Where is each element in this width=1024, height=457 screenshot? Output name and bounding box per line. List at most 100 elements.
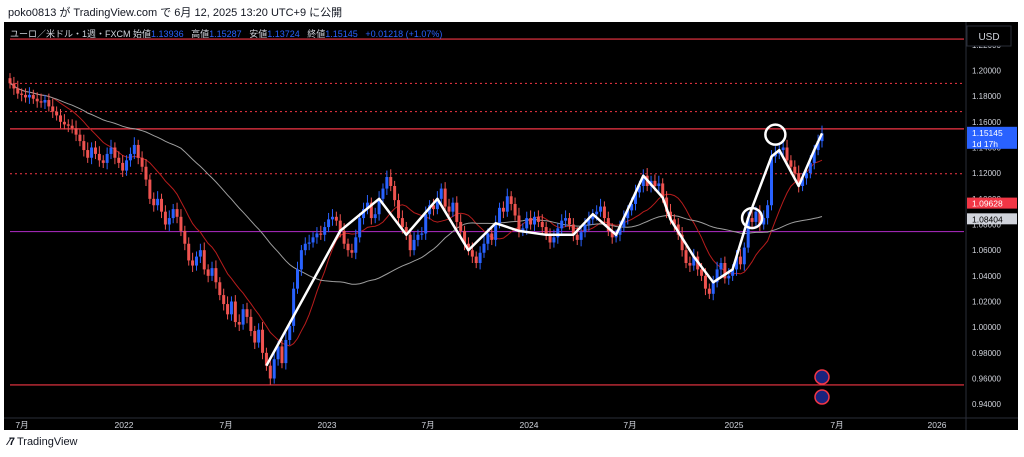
candle-body [327, 219, 331, 228]
y-tick-label: 1.16000 [972, 118, 1001, 127]
candle-body [735, 256, 739, 270]
x-tick-label: 7月 [623, 420, 636, 430]
low-value: 1.13724 [267, 29, 300, 39]
candle-body [762, 218, 766, 225]
candle-body [218, 282, 222, 296]
candle-body [657, 183, 661, 186]
candle-body [482, 243, 486, 253]
candle-body [35, 98, 39, 102]
candle-body [253, 331, 257, 343]
candle-body [385, 177, 389, 189]
candle-body [323, 227, 327, 235]
candle-body [626, 210, 630, 219]
x-tick-label: 2023 [318, 420, 337, 430]
moving-averages [9, 82, 823, 347]
currency-label[interactable]: USD [978, 32, 999, 43]
time-axis[interactable]: 7月 2022 7月 2023 7月 2024 7月 2025 7月 2026 [4, 417, 1018, 430]
chart-area[interactable]: 1.220001.200001.180001.160001.140001.120… [4, 22, 1018, 430]
candle-body [117, 157, 121, 163]
candle-body [416, 234, 420, 240]
candle-body [750, 218, 754, 222]
candle-body [39, 101, 43, 103]
candle-body [249, 316, 253, 332]
price-axis[interactable]: 1.220001.200001.180001.160001.140001.120… [965, 22, 1017, 430]
published-text: poko0813 が TradingView.com で 6月 12, 2025… [8, 7, 343, 19]
candle-body [237, 322, 241, 325]
chart-background [4, 22, 1018, 430]
candle-body [797, 173, 801, 186]
candle-body [544, 227, 548, 235]
candle-body [758, 211, 762, 225]
candle-body [587, 219, 591, 225]
candle-body [540, 221, 544, 228]
candle-body [140, 157, 144, 167]
candle-body [688, 263, 692, 266]
candle-body [801, 178, 805, 186]
candle-body [668, 211, 672, 220]
y-tick-label: 0.94000 [972, 400, 1001, 409]
candle-body [466, 243, 470, 251]
candle-body [288, 325, 292, 340]
candle-body [66, 124, 70, 126]
candle-body [101, 160, 105, 163]
candle-body [226, 304, 230, 315]
candle-body [583, 224, 587, 233]
candle-body [264, 352, 268, 366]
y-tick-label: 0.98000 [972, 349, 1001, 358]
candle-body [346, 243, 350, 251]
candle-body [455, 202, 459, 222]
candle-body [618, 227, 622, 235]
candle-body [808, 162, 812, 174]
candle-body [525, 218, 529, 229]
candles [8, 73, 824, 385]
candle-body [257, 329, 261, 343]
candle-body [447, 206, 451, 212]
candle-body [163, 211, 167, 225]
candle-body [105, 153, 109, 163]
x-tick-label: 7月 [219, 420, 232, 430]
candle-body [8, 78, 12, 84]
candle-body [486, 233, 490, 244]
price-label: 1.08404 [972, 214, 1003, 224]
candle-body [634, 192, 638, 204]
candle-body [198, 250, 202, 257]
x-tick-label: 2026 [928, 420, 947, 430]
candle-body [773, 153, 777, 157]
candle-body [637, 186, 641, 193]
candle-body [187, 243, 191, 261]
open-label: 始値 [133, 29, 152, 39]
candle-body [128, 153, 132, 161]
candle-body [160, 198, 164, 212]
candle-body [109, 147, 113, 154]
candle-body [365, 202, 369, 210]
candle-body [424, 214, 428, 234]
candle-body [766, 205, 770, 219]
candle-body [591, 214, 595, 220]
candle-body [132, 144, 136, 154]
candle-body [707, 288, 711, 294]
candle-body [700, 269, 704, 276]
price-chart[interactable]: 1.220001.200001.180001.160001.140001.120… [4, 22, 1018, 430]
candle-body [152, 198, 156, 206]
candle-body [723, 263, 727, 279]
candle-body [463, 230, 467, 244]
candle-body [789, 160, 793, 167]
open-value: 1.13936 [151, 29, 184, 39]
candle-body [548, 234, 552, 243]
candle-body [121, 162, 125, 171]
candle-body [412, 239, 416, 251]
candle-body [595, 211, 599, 215]
candle-body [125, 160, 129, 171]
candle-body [354, 237, 358, 253]
candle-body [742, 247, 746, 265]
currency-button[interactable]: USD [966, 25, 1012, 47]
candle-body [296, 269, 300, 289]
candle-body [536, 216, 540, 222]
candle-body [167, 218, 171, 225]
candle-body [373, 214, 377, 219]
candle-body [358, 218, 362, 238]
candle-body [738, 256, 742, 265]
y-tick-label: 1.20000 [972, 67, 1001, 76]
candle-body [272, 359, 276, 379]
candle-body [24, 94, 28, 98]
